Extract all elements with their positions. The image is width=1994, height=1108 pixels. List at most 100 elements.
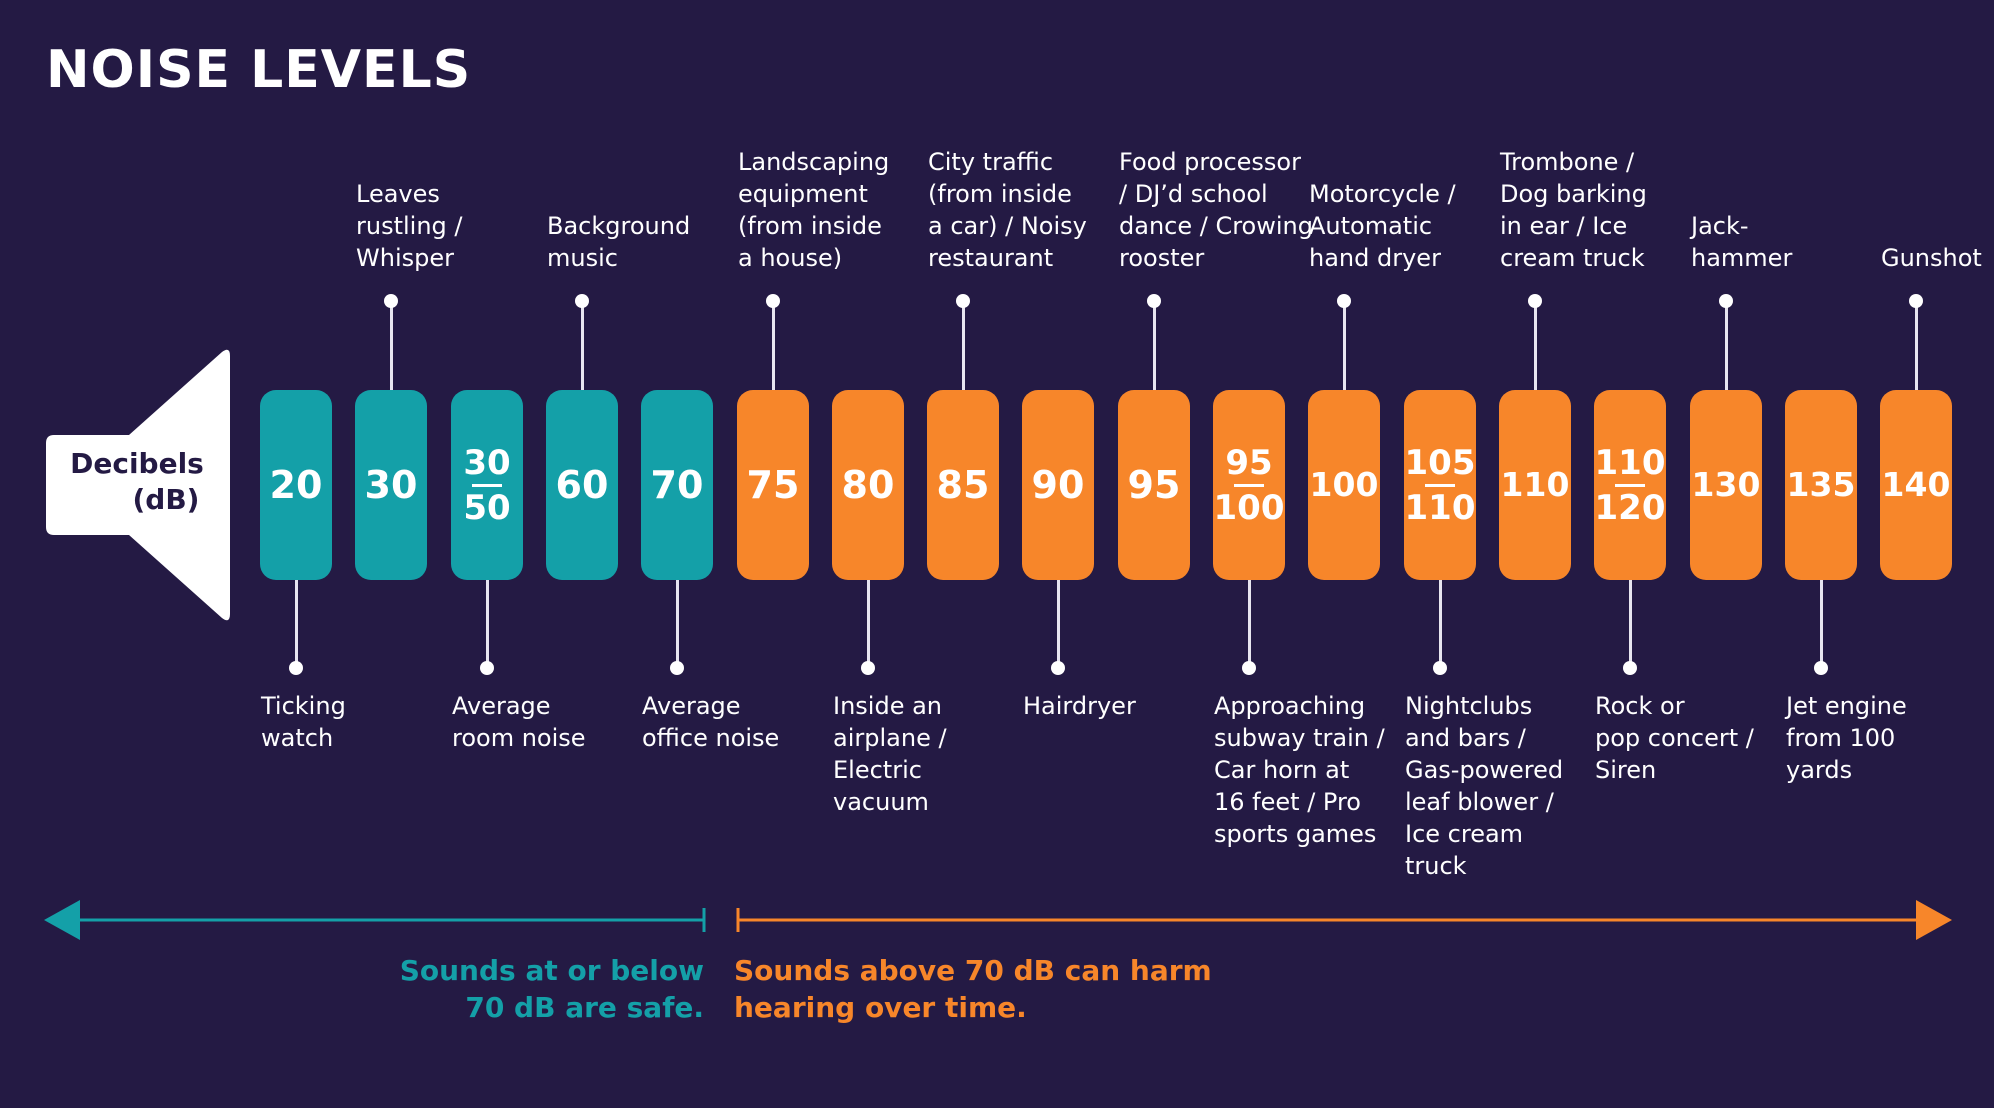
level-range: 105 110 <box>1405 444 1476 527</box>
harm-arrow-head <box>1916 900 1952 940</box>
connector-line <box>1057 580 1060 668</box>
range-divider <box>1614 483 1645 487</box>
range-low: 30 <box>463 442 511 483</box>
sound-label-30: Leaves rustling / Whisper <box>356 180 463 272</box>
level-range: 110 120 <box>1595 444 1666 527</box>
speaker-icon <box>46 349 230 621</box>
connector-dot <box>289 661 303 675</box>
sound-label-60: Background music <box>547 212 691 272</box>
connector-line <box>581 302 584 390</box>
connector-line <box>390 302 393 390</box>
connector-dot <box>1528 294 1542 308</box>
sound-label-135: Jet engine from 100 yards <box>1786 692 1907 784</box>
level-pill-30-50: 30 50 <box>451 390 523 580</box>
connector-line <box>486 580 489 668</box>
connector-dot <box>1433 661 1447 675</box>
sound-label-130: Jack- hammer <box>1691 212 1793 272</box>
level-pill-90: 90 <box>1022 390 1094 580</box>
range-low: 95 <box>1225 442 1273 483</box>
connector-line <box>1725 302 1728 390</box>
level-value: 70 <box>650 463 704 507</box>
level-value: 140 <box>1881 465 1951 504</box>
range-divider <box>471 483 502 487</box>
sound-label-30-50: Average room noise <box>452 692 586 752</box>
sound-label-20: Ticking watch <box>261 692 346 752</box>
sound-label-85: City traffic (from inside a car) / Noisy… <box>928 148 1087 272</box>
level-pill-70: 70 <box>641 390 713 580</box>
safe-caption: Sounds at or below 70 dB are safe. <box>380 952 704 1026</box>
range-high: 50 <box>463 487 511 528</box>
connector-dot <box>670 661 684 675</box>
safe-caption-line2: 70 dB are safe. <box>465 991 704 1024</box>
level-value: 85 <box>936 463 990 507</box>
connector-line <box>962 302 965 390</box>
connector-dot <box>1909 294 1923 308</box>
range-divider <box>1424 483 1455 487</box>
sound-label-110-120: Rock or pop concert / Siren <box>1595 692 1754 784</box>
level-value: 130 <box>1691 465 1761 504</box>
level-pill-110-120: 110 120 <box>1594 390 1666 580</box>
connector-line <box>295 580 298 668</box>
sound-label-140: Gunshot <box>1881 244 1982 272</box>
level-pill-95: 95 <box>1118 390 1190 580</box>
connector-dot <box>766 294 780 308</box>
sound-label-105-110: Nightclubs and bars / Gas-powered leaf b… <box>1405 692 1564 880</box>
level-value: 95 <box>1127 463 1181 507</box>
decibels-label: Decibels (dB) <box>62 446 212 518</box>
level-pill-110: 110 <box>1499 390 1571 580</box>
level-value: 30 <box>364 463 418 507</box>
sound-label-80: Inside an airplane / Electric vacuum <box>833 692 947 816</box>
connector-dot <box>1337 294 1351 308</box>
range-low: 110 <box>1594 442 1666 483</box>
level-value: 100 <box>1309 465 1379 504</box>
level-pill-140: 140 <box>1880 390 1952 580</box>
level-pill-75: 75 <box>737 390 809 580</box>
level-range: 95 100 <box>1214 444 1285 527</box>
level-pill-20: 20 <box>260 390 332 580</box>
sound-label-100: Motorcycle / Automatic hand dryer <box>1309 180 1456 272</box>
connector-dot <box>1623 661 1637 675</box>
connector-dot <box>480 661 494 675</box>
connector-line <box>1248 580 1251 668</box>
connector-line <box>1343 302 1346 390</box>
level-value: 110 <box>1500 465 1570 504</box>
level-pill-60: 60 <box>546 390 618 580</box>
level-pill-135: 135 <box>1785 390 1857 580</box>
decibels-label-line2: (dB) <box>132 483 200 516</box>
level-pill-80: 80 <box>832 390 904 580</box>
decibels-label-line1: Decibels <box>70 447 204 480</box>
sound-label-95: Food processor / DJ’d school dance / Cro… <box>1119 148 1313 272</box>
connector-dot <box>1719 294 1733 308</box>
connector-line <box>1153 302 1156 390</box>
level-value: 75 <box>746 463 800 507</box>
level-value: 80 <box>841 463 895 507</box>
level-pill-130: 130 <box>1690 390 1762 580</box>
connector-line <box>676 580 679 668</box>
level-value: 90 <box>1031 463 1085 507</box>
connector-dot <box>575 294 589 308</box>
sound-label-90: Hairdryer <box>1023 692 1136 720</box>
connector-dot <box>1814 661 1828 675</box>
safe-arrow-head <box>44 900 80 940</box>
connector-line <box>1534 302 1537 390</box>
connector-line <box>772 302 775 390</box>
connector-dot <box>1147 294 1161 308</box>
connector-dot <box>1242 661 1256 675</box>
level-value: 60 <box>555 463 609 507</box>
sound-label-75: Landscaping equipment (from inside a hou… <box>738 148 890 272</box>
connector-line <box>1915 302 1918 390</box>
safe-caption-line1: Sounds at or below <box>399 954 704 987</box>
harm-caption-line1: Sounds above 70 dB can harm <box>734 954 1212 987</box>
sound-label-95-100: Approaching subway train / Car horn at 1… <box>1214 692 1385 848</box>
level-pill-95-100: 95 100 <box>1213 390 1285 580</box>
level-value: 20 <box>269 463 323 507</box>
range-high: 100 <box>1213 487 1285 528</box>
range-divider <box>1233 483 1264 487</box>
level-pill-100: 100 <box>1308 390 1380 580</box>
sound-label-110: Trombone / Dog barking in ear / Ice crea… <box>1500 148 1647 272</box>
level-range: 30 50 <box>463 444 510 527</box>
range-low: 105 <box>1404 442 1476 483</box>
connector-line <box>1820 580 1823 668</box>
level-pill-105-110: 105 110 <box>1404 390 1476 580</box>
